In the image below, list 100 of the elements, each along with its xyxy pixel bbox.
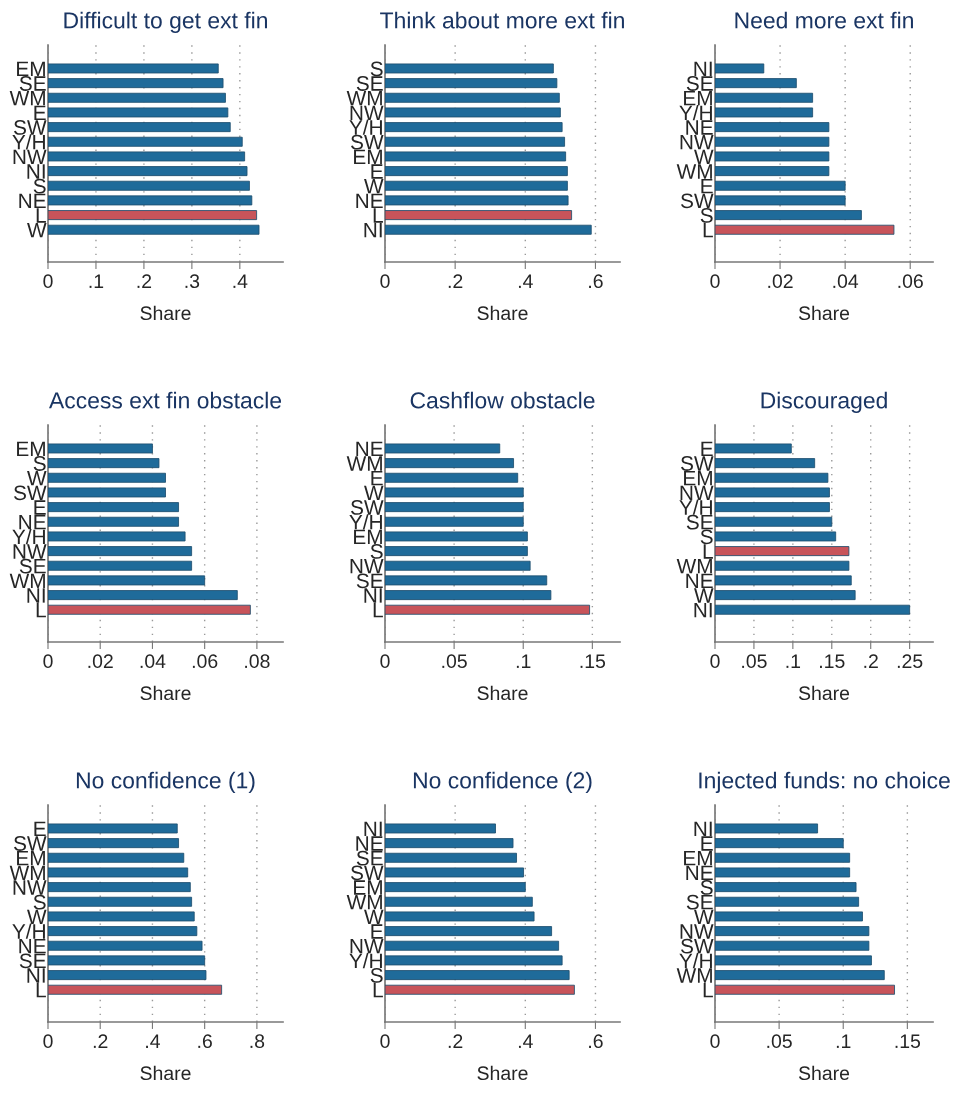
y-tick-label: NW	[680, 924, 714, 939]
y-tick-label: S	[370, 544, 383, 559]
bar	[385, 590, 552, 601]
y-tick-label: NI	[694, 61, 712, 77]
bar	[48, 955, 206, 966]
chart-title: Cashflow obstacle	[410, 391, 595, 409]
bar	[715, 458, 816, 469]
y-tick-label: W	[364, 178, 384, 194]
x-tick-label: .06	[192, 654, 218, 669]
y-tick-label: WM	[346, 894, 382, 910]
x-tick-label: .4	[233, 274, 248, 288]
y-tick-label: WM	[676, 164, 712, 179]
bar	[715, 590, 856, 601]
y-tick-label: SE	[356, 76, 383, 91]
bar	[385, 487, 524, 498]
y-tick-label: L	[36, 208, 46, 223]
bar	[48, 487, 166, 498]
bar	[385, 560, 531, 571]
y-tick-label: SW	[351, 865, 384, 881]
x-axis-title: Share	[477, 685, 528, 701]
bar	[385, 984, 575, 995]
y-tick-label: S	[700, 208, 713, 223]
bar	[715, 531, 837, 542]
bar	[385, 926, 553, 937]
y-tick-label: W	[27, 471, 47, 486]
bar	[385, 107, 561, 118]
y-tick-label: Y/H	[679, 499, 712, 515]
bar	[48, 940, 203, 951]
bar	[385, 882, 526, 893]
x-axis-title: Share	[798, 305, 850, 321]
bar	[48, 970, 207, 981]
x-tick-label: .2	[448, 1034, 463, 1048]
bar	[715, 78, 797, 89]
bar	[48, 823, 178, 834]
bar	[48, 575, 206, 586]
chart-title: No confidence (1)	[76, 771, 255, 794]
bar	[48, 107, 229, 118]
bar	[715, 63, 765, 74]
bar	[715, 838, 844, 849]
y-tick-label: S	[33, 178, 46, 194]
y-tick-label: E	[701, 441, 713, 457]
x-tick-label: .1	[89, 274, 104, 288]
y-tick-label: EM	[684, 471, 712, 486]
bar	[715, 166, 830, 177]
y-tick-label: EM	[17, 61, 45, 77]
x-tick-label: .04	[833, 274, 859, 289]
bar	[48, 136, 243, 147]
y-tick-label: WM	[9, 573, 45, 588]
bar	[715, 970, 885, 981]
x-tick-label: .4	[146, 1034, 160, 1048]
y-tick-label: NI	[364, 222, 382, 238]
bar	[48, 531, 186, 542]
bar	[715, 867, 851, 878]
y-tick-label: EM	[684, 851, 712, 866]
y-tick-label: WM	[676, 968, 712, 983]
bar	[715, 487, 830, 498]
y-tick-label: NW	[13, 544, 47, 559]
y-tick-label: Y/H	[679, 952, 712, 969]
bar	[385, 136, 565, 147]
x-tick-label: .4	[518, 1034, 533, 1048]
y-tick-label: NI	[27, 588, 45, 603]
y-tick-label: NW	[350, 558, 384, 574]
bar	[385, 195, 569, 206]
y-tick-label: S	[33, 894, 46, 910]
x-tick-label: .15	[895, 1034, 921, 1049]
bar	[715, 136, 830, 147]
y-tick-label: L	[373, 602, 383, 618]
bar	[385, 78, 558, 89]
x-tick-label: 0	[43, 1034, 53, 1049]
y-tick-label: WM	[346, 91, 382, 106]
y-tick-label: NW	[13, 880, 47, 895]
x-tick-label: .08	[245, 654, 270, 669]
y-tick-label: E	[371, 924, 383, 939]
x-tick-label: .02	[768, 274, 793, 289]
bar	[715, 911, 863, 922]
bar	[385, 472, 519, 483]
x-tick-label: 0	[43, 274, 53, 289]
y-tick-label: L	[36, 602, 46, 618]
y-tick-label: W	[694, 909, 714, 924]
y-tick-label: SW	[351, 500, 384, 515]
bar	[48, 896, 193, 907]
y-tick-label: SE	[356, 573, 383, 589]
y-tick-label: NI	[364, 588, 382, 603]
y-tick-label: SW	[351, 134, 384, 150]
bar	[385, 166, 568, 177]
y-tick-label: L	[703, 982, 713, 998]
x-tick-label: .25	[897, 654, 923, 669]
bar	[48, 590, 238, 601]
y-tick-label: E	[371, 164, 383, 179]
y-tick-label: NW	[350, 105, 384, 120]
bar	[715, 502, 830, 513]
x-axis-title: Share	[477, 305, 528, 321]
y-tick-label: NE	[686, 120, 713, 135]
y-tick-label: S	[33, 456, 46, 471]
bar	[385, 867, 524, 878]
y-tick-label: WM	[346, 456, 382, 471]
y-tick-label: NE	[356, 193, 383, 208]
y-tick-label: NE	[19, 514, 46, 530]
y-tick-label: NE	[19, 193, 46, 208]
bar	[48, 78, 224, 89]
